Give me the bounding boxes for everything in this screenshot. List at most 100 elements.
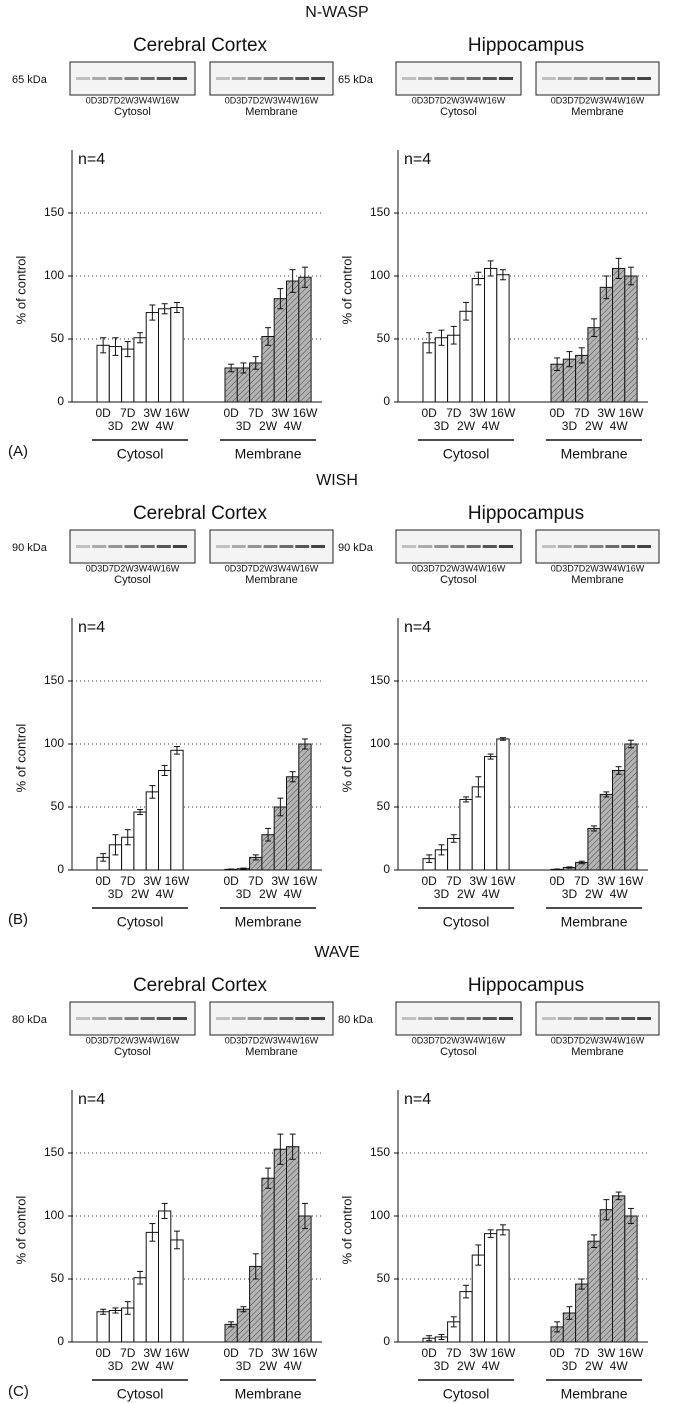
- group-label: Membrane: [561, 914, 628, 930]
- bar-hatch: [262, 336, 274, 402]
- x-tick-label: 2W: [457, 1359, 476, 1373]
- blot-marker: 65 kDa: [12, 74, 48, 86]
- blot-band: [216, 77, 230, 80]
- x-tick-label: 3D: [562, 419, 578, 433]
- bar: [171, 750, 183, 870]
- blot-lanes: 0D3D7D2W3W4W16W: [225, 95, 319, 105]
- x-tick-label: 2W: [131, 419, 150, 433]
- x-tick-label: 7D: [446, 874, 462, 888]
- blot-band: [605, 545, 619, 548]
- blot-fraction: Membrane: [571, 1046, 624, 1058]
- bar: [171, 1240, 183, 1342]
- blot-band: [157, 545, 171, 548]
- y-tick-label: 100: [44, 736, 64, 750]
- y-tick-label: 100: [44, 268, 64, 282]
- bar: [159, 1211, 171, 1342]
- x-tick-label: 7D: [248, 1346, 264, 1360]
- blot-band: [92, 1017, 106, 1020]
- bar-hatch: [600, 1210, 612, 1342]
- y-tick-label: 100: [370, 1208, 390, 1222]
- x-tick-label: 2W: [131, 1359, 150, 1373]
- bar: [448, 335, 460, 402]
- blot-band: [499, 77, 513, 80]
- blot-band: [402, 545, 416, 548]
- x-tick-label: 0D: [95, 406, 111, 420]
- x-tick-label: 3W: [271, 874, 290, 888]
- x-tick-label: 2W: [585, 419, 604, 433]
- chart: Hippocampus80 kDa0D3D7D2W3W4W16WCytosol0…: [338, 975, 659, 1402]
- bar-hatch: [613, 268, 625, 402]
- x-tick-label: 7D: [120, 1346, 136, 1360]
- group-label: Cytosol: [443, 446, 490, 462]
- x-tick-label: 7D: [446, 406, 462, 420]
- bar: [485, 1234, 497, 1342]
- blot-band: [574, 77, 588, 80]
- blot-band: [295, 545, 309, 548]
- x-tick-label: 0D: [223, 406, 239, 420]
- blot-lanes: 0D3D7D2W3W4W16W: [225, 1035, 319, 1045]
- bar: [146, 1232, 158, 1342]
- blot-fraction: Cytosol: [114, 574, 151, 586]
- blot-band: [402, 1017, 416, 1020]
- blot-band: [558, 545, 572, 548]
- bar: [460, 311, 472, 402]
- blot-band: [279, 545, 293, 548]
- bar: [472, 787, 484, 870]
- blot-band: [542, 77, 556, 80]
- blot-band: [450, 1017, 464, 1020]
- y-tick-label: 50: [51, 1271, 65, 1285]
- blot-band: [173, 545, 187, 548]
- x-tick-label: 3D: [108, 887, 124, 901]
- blot-band: [232, 77, 246, 80]
- x-tick-label: 4W: [610, 1359, 629, 1373]
- blot-band: [450, 545, 464, 548]
- chart-title: Hippocampus: [468, 503, 584, 524]
- bar-hatch: [274, 807, 286, 870]
- y-tick-label: 0: [57, 1334, 64, 1348]
- x-tick-label: 3W: [597, 1346, 616, 1360]
- x-tick-label: 2W: [259, 419, 278, 433]
- x-tick-label: 3W: [143, 406, 162, 420]
- blot-band: [467, 545, 481, 548]
- blot-band: [248, 1017, 262, 1020]
- section-title: WISH: [316, 472, 358, 489]
- panel-label: (B): [8, 911, 28, 928]
- blot-band: [279, 77, 293, 80]
- x-tick-label: 16W: [619, 1346, 644, 1360]
- x-tick-label: 0D: [95, 1346, 111, 1360]
- bar-hatch: [600, 287, 612, 402]
- blot-band: [574, 545, 588, 548]
- blot-band: [434, 1017, 448, 1020]
- y-tick-label: 50: [51, 799, 65, 813]
- y-tick-label: 50: [51, 331, 65, 345]
- y-tick-label: 50: [377, 1271, 391, 1285]
- bar: [448, 839, 460, 871]
- bar: [109, 1311, 121, 1343]
- blot-band: [124, 77, 138, 80]
- blot-band: [590, 77, 604, 80]
- blot-band: [311, 1017, 325, 1020]
- x-tick-label: 0D: [549, 874, 565, 888]
- x-tick-label: 7D: [574, 874, 590, 888]
- group-label: Membrane: [561, 446, 628, 462]
- group-label: Membrane: [235, 446, 302, 462]
- bar-hatch: [274, 299, 286, 402]
- blot-band: [76, 77, 90, 80]
- blot-band: [402, 77, 416, 80]
- y-tick-label: 150: [44, 1145, 64, 1159]
- x-tick-label: 16W: [491, 1346, 516, 1360]
- x-tick-label: 4W: [284, 419, 303, 433]
- blot-band: [124, 1017, 138, 1020]
- blot-band: [574, 1017, 588, 1020]
- blot-band: [311, 77, 325, 80]
- y-axis-label: % of control: [339, 724, 354, 793]
- x-tick-label: 0D: [223, 874, 239, 888]
- bar-hatch: [225, 368, 237, 402]
- blot-marker: 90 kDa: [338, 542, 374, 554]
- bar: [134, 1278, 146, 1342]
- x-tick-label: 3W: [271, 1346, 290, 1360]
- blot-band: [483, 1017, 497, 1020]
- chart: Cerebral Cortex90 kDa0D3D7D2W3W4W16WCyto…: [12, 503, 333, 930]
- bar: [97, 1312, 109, 1342]
- x-tick-label: 16W: [491, 406, 516, 420]
